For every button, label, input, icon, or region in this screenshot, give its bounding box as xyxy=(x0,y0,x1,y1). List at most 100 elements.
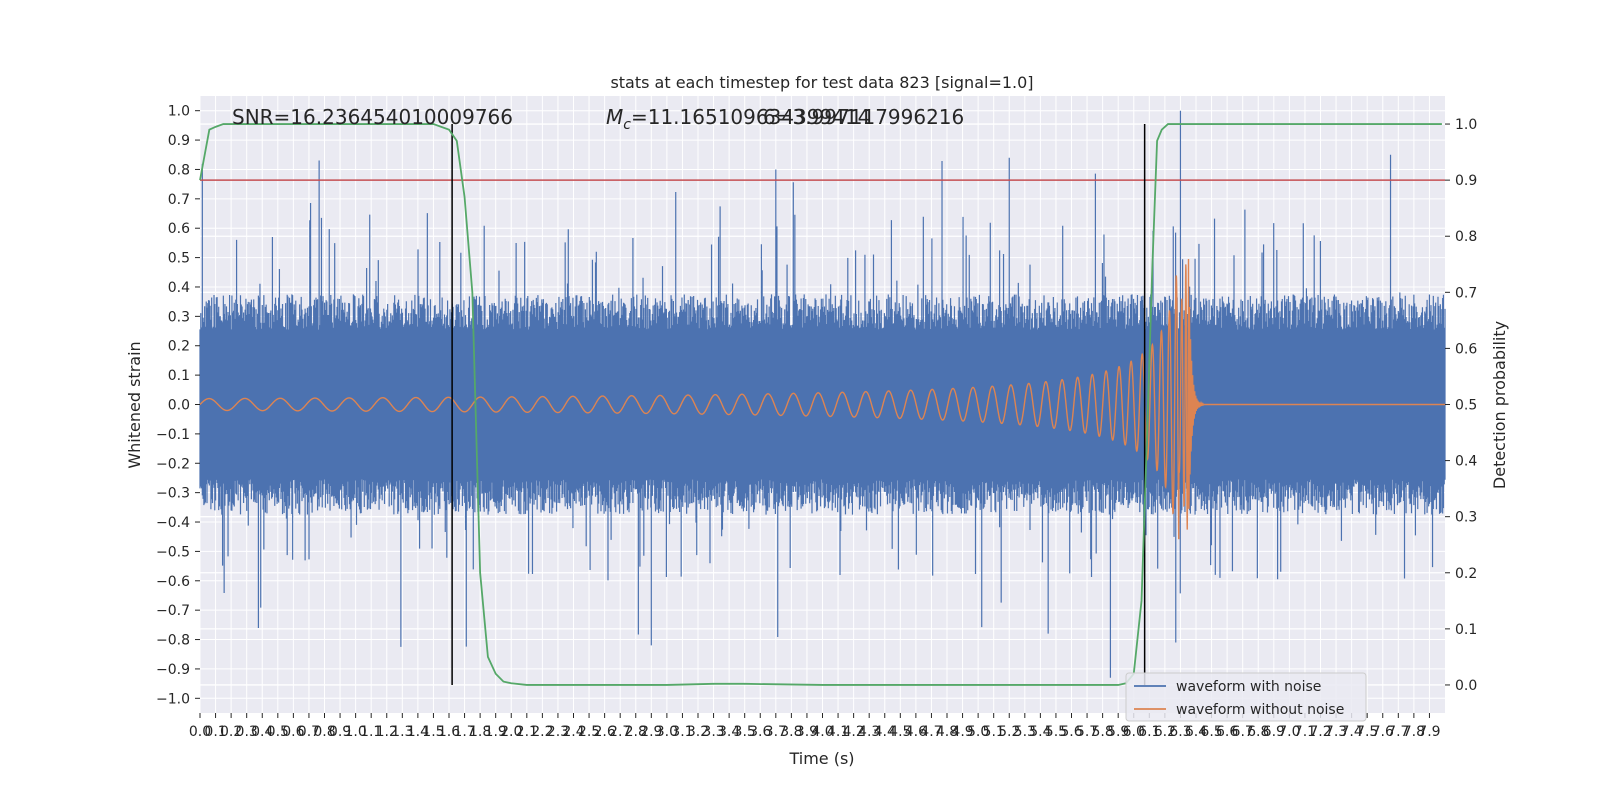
x-tick-label: 3.6 xyxy=(749,724,771,740)
y-tick-label-right: 1.0 xyxy=(1455,117,1477,133)
x-tick-label: 3.7 xyxy=(765,724,787,740)
x-tick-label: 0.7 xyxy=(298,724,320,740)
x-tick-label: 6.3 xyxy=(1169,724,1191,740)
y-tick-label-left: 0.5 xyxy=(168,251,190,267)
x-tick-label: 6.9 xyxy=(1263,724,1285,740)
x-tick-label: 7.0 xyxy=(1278,724,1300,740)
x-tick-label: 0.1 xyxy=(204,724,226,740)
x-tick-label: 0.8 xyxy=(313,724,335,740)
x-tick-label: 1.3 xyxy=(391,724,413,740)
mc-symbol: M xyxy=(606,105,623,129)
y-tick-label-left: −0.4 xyxy=(156,515,190,531)
y-tick-label-left: 0.0 xyxy=(168,398,190,414)
y-tick-label-right: 0.8 xyxy=(1455,229,1477,245)
y-tick-label-right: 0.6 xyxy=(1455,341,1477,357)
x-tick-label: 5.1 xyxy=(983,724,1005,740)
x-tick-label: 1.7 xyxy=(453,724,475,740)
y-axis-left-label: Whitened strain xyxy=(125,341,144,468)
x-tick-label: 2.7 xyxy=(609,724,631,740)
y-tick-label-right: 0.2 xyxy=(1455,566,1477,582)
x-tick-label: 0.9 xyxy=(329,724,351,740)
x-tick-label: 4.9 xyxy=(951,724,973,740)
y-tick-label-left: −0.7 xyxy=(156,603,190,619)
x-tick-label: 7.7 xyxy=(1387,724,1409,740)
y-tick-label-left: −0.2 xyxy=(156,456,190,472)
x-tick-label: 1.8 xyxy=(469,724,491,740)
y-tick-label-right: 0.7 xyxy=(1455,285,1477,301)
x-tick-label: 2.5 xyxy=(578,724,600,740)
x-tick-label: 0.0 xyxy=(189,724,211,740)
x-tick-label: 2.9 xyxy=(640,724,662,740)
x-tick-label: 3.3 xyxy=(702,724,724,740)
x-tick-label: 1.6 xyxy=(438,724,460,740)
y-tick-label-left: 1.0 xyxy=(168,104,190,120)
x-tick-label: 2.2 xyxy=(531,724,553,740)
y-axis-right-ticks: 1.0 0.9 0.8 0.7 0.6 0.5 0.4 0.3 0.2 0.1 0.0 xyxy=(1445,117,1477,694)
series-waveform-without-noise xyxy=(199,259,1445,540)
y-tick-label-left: −0.1 xyxy=(156,427,190,443)
x-tick-label: 3.2 xyxy=(687,724,709,740)
y-tick-label-right: 0.0 xyxy=(1455,678,1477,694)
mc-value: =11.165109634399414 xyxy=(631,105,870,129)
legend-box xyxy=(1125,672,1367,722)
y-tick-label-left: −0.8 xyxy=(156,633,190,649)
x-tick-label: 7.1 xyxy=(1294,724,1316,740)
noise-trace xyxy=(199,110,1446,678)
y-axis-left-ticks: 1.0 0.9 0.8 0.7 0.6 0.5 0.4 0.3 0.2 0.1 0.0 −0.1 −0.… xyxy=(156,104,200,707)
clean-trace xyxy=(199,259,1445,540)
x-tick-label: 4.6 xyxy=(905,724,927,740)
x-tick-label: 7.3 xyxy=(1325,724,1347,740)
x-tick-label: 5.8 xyxy=(1091,724,1113,740)
x-tick-label: 3.8 xyxy=(780,724,802,740)
x-tick-label: 3.1 xyxy=(671,724,693,740)
x-axis-label: Time (s) xyxy=(788,749,854,768)
y-tick-label-left: 0.2 xyxy=(168,339,190,355)
x-tick-label: 6.0 xyxy=(1123,724,1145,740)
y-tick-label-left: 0.7 xyxy=(168,192,190,208)
mc-subscript: c xyxy=(623,117,631,133)
x-axis-ticks: 0.00.10.20.30.40.50.60.70.80.91.01.11.21… xyxy=(189,713,1441,740)
legend-label-clean: waveform without noise xyxy=(1176,702,1344,718)
x-tick-label: 0.4 xyxy=(251,724,273,740)
series-detection-probability xyxy=(199,123,1442,686)
y-tick-label-left: −1.0 xyxy=(156,691,190,707)
x-tick-label: 7.6 xyxy=(1372,724,1394,740)
y-tick-label-left: 0.4 xyxy=(168,280,190,296)
y-tick-label-left: −0.3 xyxy=(156,486,190,502)
y-tick-label-right: 0.9 xyxy=(1455,173,1477,189)
overlap-annotation: 6=3.997117996216 xyxy=(763,105,964,129)
y-tick-label-right: 0.3 xyxy=(1455,510,1477,526)
x-tick-label: 6.4 xyxy=(1185,724,1207,740)
x-tick-label: 5.3 xyxy=(1014,724,1036,740)
mc-annotation: Mc=11.165109634399414 xyxy=(606,105,870,133)
x-tick-label: 6.5 xyxy=(1200,724,1222,740)
x-tick-label: 1.2 xyxy=(376,724,398,740)
x-tick-label: 5.5 xyxy=(1045,724,1067,740)
y-tick-label-right: 0.5 xyxy=(1455,398,1477,414)
x-tick-label: 5.2 xyxy=(998,724,1020,740)
x-tick-label: 7.5 xyxy=(1356,724,1378,740)
x-tick-label: 7.9 xyxy=(1418,724,1440,740)
x-tick-label: 3.0 xyxy=(656,724,678,740)
x-tick-label: 2.4 xyxy=(562,724,584,740)
x-tick-label: 3.5 xyxy=(734,724,756,740)
x-tick-label: 5.4 xyxy=(1029,724,1051,740)
y-tick-label-left: −0.6 xyxy=(156,574,190,590)
x-tick-label: 0.2 xyxy=(220,724,242,740)
x-tick-label: 2.1 xyxy=(516,724,538,740)
x-tick-label: 2.6 xyxy=(593,724,615,740)
x-tick-label: 3.9 xyxy=(796,724,818,740)
y-tick-label-left: −0.9 xyxy=(156,662,190,678)
x-tick-label: 4.2 xyxy=(842,724,864,740)
x-tick-label: 1.1 xyxy=(360,724,382,740)
x-tick-label: 1.4 xyxy=(407,724,429,740)
y-tick-label-left: 0.8 xyxy=(168,162,190,178)
x-tick-label: 4.4 xyxy=(874,724,896,740)
x-tick-label: 5.6 xyxy=(1060,724,1082,740)
x-tick-label: 5.9 xyxy=(1107,724,1129,740)
x-tick-label: 1.0 xyxy=(344,724,366,740)
x-tick-label: 0.3 xyxy=(236,724,258,740)
x-tick-label: 0.6 xyxy=(282,724,304,740)
x-tick-label: 4.0 xyxy=(811,724,833,740)
x-tick-label: 0.5 xyxy=(267,724,289,740)
